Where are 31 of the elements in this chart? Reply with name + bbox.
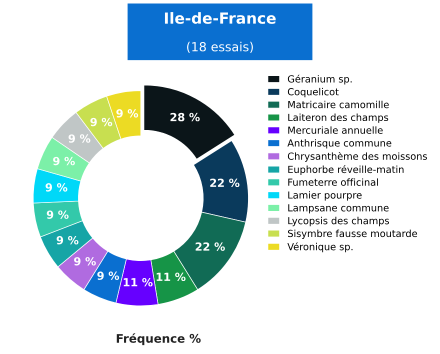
- legend-label: Lampsane commune: [288, 204, 389, 214]
- legend-label: Matricaire camomille: [288, 100, 389, 108]
- legend-label: Lycopsis des champs: [288, 216, 390, 226]
- legend-label: Géranium sp.: [288, 74, 352, 84]
- legend-label: Euphorbe réveille-matin: [288, 165, 404, 175]
- text: Fréquence %: [116, 333, 201, 346]
- data-label: 9 %: [116, 109, 138, 118]
- data-label: 9 %: [46, 210, 69, 219]
- legend-label: Sisymbre fausse moutarde: [288, 230, 418, 240]
- data-label: 9 %: [74, 257, 96, 266]
- data-label: 11 %: [124, 278, 153, 286]
- data-label: 9 %: [56, 236, 78, 244]
- legend-label: Lamier pourpre: [288, 191, 362, 201]
- data-label: 9 %: [68, 134, 90, 143]
- data-label: 9 %: [90, 118, 112, 126]
- data-label: 9 %: [53, 156, 75, 166]
- legend-label: Coquelicot: [288, 88, 339, 98]
- legend-label: Chrysanthème des moissons: [288, 152, 427, 162]
- legend-label: Mercuriale annuelle: [288, 126, 383, 134]
- data-label: 11 %: [156, 272, 186, 282]
- legend-label: Laiteron des champs: [288, 114, 388, 123]
- legend-label: Fumeterre officinal: [288, 178, 378, 186]
- data-label: 22 %: [196, 242, 225, 251]
- legend-label: Anthrisque commune: [287, 139, 392, 149]
- legend-label: Véronique sp.: [287, 242, 352, 252]
- data-label: 9 %: [46, 183, 68, 192]
- chart-title: Ile-de-France: [164, 12, 276, 24]
- data-label: 22 %: [210, 178, 240, 188]
- data-label: 9 %: [97, 272, 120, 280]
- chart-subtitle: (18 essais): [187, 42, 253, 53]
- data-label: 28 %: [170, 112, 200, 122]
